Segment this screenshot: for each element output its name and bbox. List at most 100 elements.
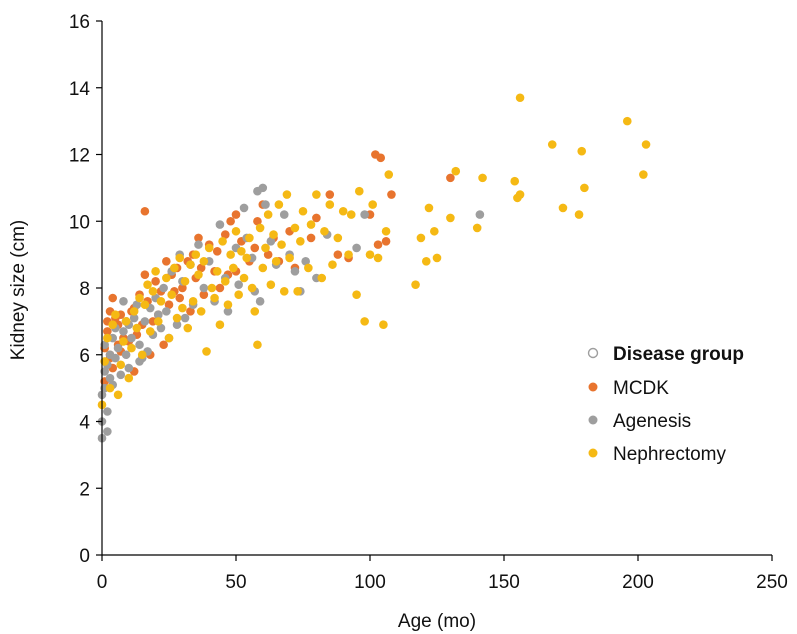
data-point-nephrectomy	[293, 287, 302, 296]
data-point-agenesis	[255, 297, 265, 306]
data-point-agenesis	[360, 210, 369, 219]
data-point-mcdk	[194, 233, 203, 243]
x-tick-label: 150	[488, 572, 520, 593]
data-point-nephrectomy	[478, 173, 487, 183]
data-point-nephrectomy	[510, 176, 520, 186]
data-point-nephrectomy	[237, 246, 246, 256]
data-point-agenesis	[135, 357, 144, 366]
data-point-mcdk	[325, 190, 335, 199]
data-point-nephrectomy	[352, 290, 361, 299]
data-point-agenesis	[239, 203, 249, 213]
x-tick-label: 250	[756, 572, 788, 593]
data-point-agenesis	[266, 236, 276, 246]
data-point-nephrectomy	[135, 293, 144, 303]
data-point-nephrectomy	[304, 263, 313, 273]
data-point-nephrectomy	[105, 383, 115, 393]
data-point-nephrectomy	[263, 210, 273, 219]
data-point-nephrectomy	[379, 320, 388, 330]
data-point-nephrectomy	[255, 223, 265, 233]
data-point-nephrectomy	[432, 253, 442, 263]
data-point-nephrectomy	[384, 170, 394, 179]
data-point-nephrectomy	[446, 213, 455, 223]
data-point-agenesis	[162, 307, 171, 316]
data-point-agenesis	[105, 373, 115, 383]
y-tick-label: 4	[79, 413, 90, 434]
data-point-nephrectomy	[119, 337, 128, 346]
data-point-mcdk	[446, 173, 455, 183]
data-point-nephrectomy	[346, 210, 356, 219]
data-point-agenesis	[103, 407, 112, 416]
data-point-nephrectomy	[574, 210, 584, 219]
data-point-nephrectomy	[229, 263, 238, 273]
data-point-nephrectomy	[129, 307, 139, 316]
x-tick-label: 100	[354, 572, 386, 593]
data-point-nephrectomy	[234, 290, 243, 299]
data-point-nephrectomy	[344, 250, 353, 259]
data-point-mcdk	[253, 216, 262, 226]
x-tick-label: 0	[97, 572, 108, 593]
data-point-nephrectomy	[274, 200, 284, 209]
data-point-agenesis	[172, 320, 182, 330]
legend-label-mcdk: MCDK	[613, 378, 669, 399]
data-point-agenesis	[301, 257, 310, 266]
data-point-agenesis	[258, 183, 268, 193]
data-point-mcdk	[175, 293, 185, 303]
data-point-agenesis	[103, 427, 112, 436]
data-point-agenesis	[199, 283, 209, 293]
data-point-nephrectomy	[451, 166, 461, 176]
x-tick-label: 200	[622, 572, 654, 593]
data-point-mcdk	[140, 270, 150, 279]
data-point-agenesis	[119, 327, 128, 336]
data-point-agenesis	[261, 200, 270, 209]
data-point-nephrectomy	[242, 253, 252, 263]
data-point-mcdk	[162, 257, 171, 266]
y-axis-title: Kidney size (cm)	[8, 220, 29, 360]
data-point-nephrectomy	[547, 140, 557, 149]
data-point-nephrectomy	[204, 243, 214, 253]
data-point-mcdk	[373, 240, 383, 249]
data-point-nephrectomy	[306, 220, 316, 229]
data-point-agenesis	[215, 220, 225, 229]
data-point-nephrectomy	[108, 320, 118, 330]
data-point-nephrectomy	[639, 170, 648, 179]
data-point-nephrectomy	[188, 297, 198, 306]
data-point-mcdk	[186, 307, 195, 316]
data-point-nephrectomy	[121, 317, 131, 326]
data-point-nephrectomy	[180, 277, 190, 286]
data-point-agenesis	[119, 297, 128, 306]
data-point-agenesis	[140, 317, 150, 326]
data-point-nephrectomy	[424, 203, 434, 213]
data-point-agenesis	[159, 283, 168, 293]
data-point-nephrectomy	[296, 236, 305, 246]
data-point-mcdk	[381, 236, 391, 246]
data-point-nephrectomy	[253, 340, 262, 350]
data-point-agenesis	[194, 240, 203, 249]
data-point-nephrectomy	[151, 267, 160, 276]
data-point-nephrectomy	[282, 190, 292, 199]
y-tick-label: 16	[69, 12, 90, 33]
data-point-nephrectomy	[515, 93, 525, 103]
data-point-nephrectomy	[113, 390, 123, 400]
data-point-nephrectomy	[220, 277, 230, 286]
data-point-nephrectomy	[245, 233, 254, 243]
data-point-nephrectomy	[411, 280, 420, 289]
data-point-nephrectomy	[231, 226, 241, 236]
data-point-nephrectomy	[312, 190, 321, 199]
data-point-mcdk	[231, 210, 241, 219]
data-point-mcdk	[215, 283, 225, 293]
data-point-nephrectomy	[178, 303, 187, 313]
data-point-agenesis	[129, 313, 139, 323]
legend-marker-mcdk	[588, 382, 598, 392]
data-point-nephrectomy	[298, 206, 308, 216]
legend-label-agenesis: Agenesis	[613, 411, 691, 432]
data-point-mcdk	[140, 206, 150, 216]
data-point-nephrectomy	[622, 116, 632, 126]
data-point-nephrectomy	[140, 300, 150, 309]
data-point-mcdk	[164, 300, 174, 309]
data-point-mcdk	[376, 153, 386, 163]
data-point-nephrectomy	[210, 293, 219, 303]
legend-title-marker	[587, 347, 599, 359]
axes: 0 50 100 150 200 250 0 2 4 6 8 10 12 14 16	[69, 12, 788, 593]
data-point-nephrectomy	[247, 283, 257, 293]
data-point-agenesis	[121, 350, 131, 360]
